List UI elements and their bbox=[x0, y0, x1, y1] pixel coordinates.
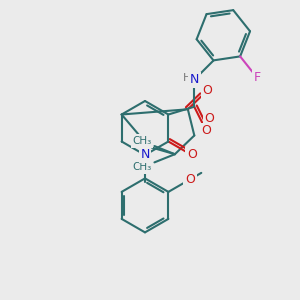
Text: N: N bbox=[190, 73, 199, 86]
Text: O: O bbox=[201, 124, 211, 137]
Text: O: O bbox=[185, 173, 195, 186]
Text: H: H bbox=[183, 73, 191, 83]
Text: O: O bbox=[202, 84, 212, 97]
Text: CH₃: CH₃ bbox=[132, 136, 152, 146]
Text: F: F bbox=[254, 71, 260, 84]
Text: O: O bbox=[204, 112, 214, 125]
Text: CH₃: CH₃ bbox=[132, 162, 152, 172]
Text: O: O bbox=[187, 148, 197, 161]
Text: N: N bbox=[140, 148, 150, 161]
